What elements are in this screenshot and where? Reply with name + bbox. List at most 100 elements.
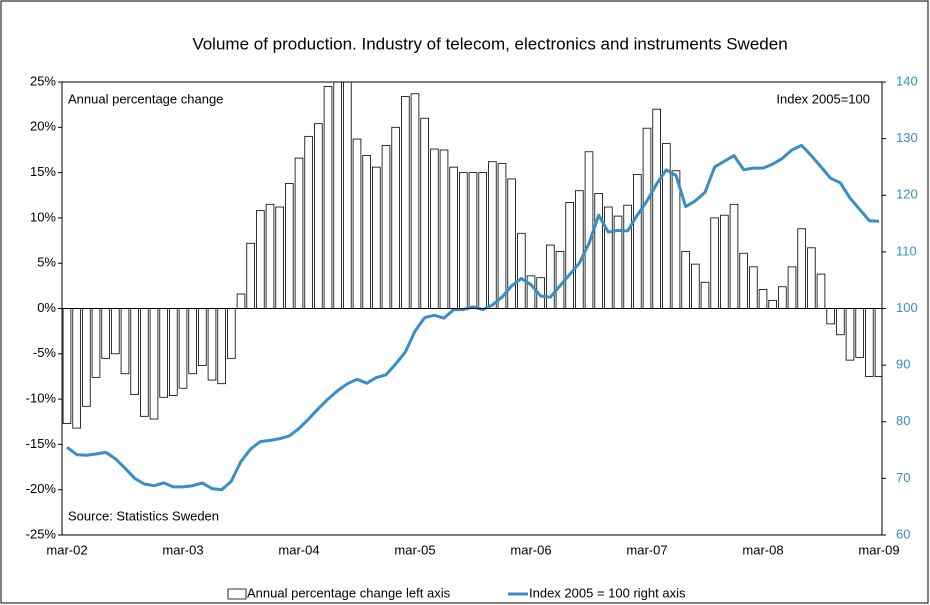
x-tick-label: mar-09 <box>858 542 899 557</box>
bar <box>836 308 845 336</box>
y2-tick-label: 90 <box>896 357 910 372</box>
y2-tick-label: 80 <box>896 413 910 428</box>
legend-label: Annual percentage change left axis <box>247 585 451 600</box>
bar <box>120 308 130 375</box>
bar <box>410 93 420 309</box>
y-tick-label: -25% <box>26 526 57 541</box>
bar <box>362 154 371 309</box>
bar <box>381 145 391 309</box>
legend-label: Index 2005 = 100 right axis <box>529 585 686 600</box>
bar <box>323 86 333 309</box>
bar <box>227 308 236 359</box>
bar <box>517 232 526 309</box>
bar <box>865 308 874 377</box>
bar <box>691 263 700 309</box>
bar <box>430 148 439 309</box>
bar <box>391 126 400 309</box>
bar <box>797 228 806 309</box>
bar <box>449 166 458 309</box>
bar <box>671 170 681 309</box>
y2-tick-label: 140 <box>896 73 918 88</box>
bar <box>468 172 478 309</box>
bar <box>343 82 352 309</box>
bar <box>652 108 661 309</box>
bar <box>294 157 304 309</box>
bar <box>333 82 342 309</box>
y-tick-label: -5% <box>33 345 57 360</box>
bar <box>497 163 507 309</box>
bar <box>140 308 149 417</box>
chart-title: Volume of production. Industry of teleco… <box>192 34 787 53</box>
x-tick-label: mar-02 <box>46 542 87 557</box>
bar <box>845 308 855 361</box>
bar <box>111 308 120 355</box>
y-tick-label: 20% <box>30 119 56 134</box>
bar <box>526 275 536 309</box>
bar <box>816 273 826 309</box>
bar <box>575 190 584 309</box>
y2-tick-label: 70 <box>896 470 910 485</box>
bar <box>420 117 429 309</box>
bar <box>749 266 758 309</box>
bar <box>758 289 768 309</box>
annotation: Index 2005=100 <box>776 91 870 106</box>
y2-tick-label: 100 <box>896 300 918 315</box>
bar <box>584 151 594 309</box>
bar <box>710 217 719 309</box>
y-tick-label: 25% <box>30 73 56 88</box>
y-tick-label: -15% <box>26 436 57 451</box>
bar <box>372 166 381 309</box>
bar <box>720 214 729 309</box>
bar <box>82 308 91 407</box>
bar <box>304 135 313 309</box>
bar <box>285 183 294 309</box>
bar <box>604 206 613 309</box>
bar <box>681 251 690 309</box>
bar <box>623 204 632 309</box>
bar <box>555 251 565 309</box>
bar <box>159 308 168 398</box>
y-tick-label: -10% <box>26 391 57 406</box>
bar <box>478 172 487 309</box>
annotation: Annual percentage change <box>68 91 223 106</box>
plot-area <box>62 82 882 492</box>
bar <box>488 161 497 309</box>
x-tick-label: mar-05 <box>394 542 435 557</box>
legend-swatch <box>227 588 247 600</box>
bar <box>207 308 217 381</box>
bar <box>198 308 207 366</box>
y2-tick-label: 110 <box>896 243 917 258</box>
bar <box>855 308 864 358</box>
bar <box>459 172 468 309</box>
bar <box>101 308 110 359</box>
y-tick-label: 0% <box>37 300 56 315</box>
y-tick-label: 15% <box>30 164 56 179</box>
bar <box>729 203 739 309</box>
bar <box>546 244 555 309</box>
bar <box>91 308 101 378</box>
bar <box>826 308 835 325</box>
bar <box>188 308 197 375</box>
annotation: Source: Statistics Sweden <box>68 508 219 523</box>
bar <box>787 266 797 309</box>
x-tick-label: mar-08 <box>742 542 783 557</box>
bar <box>439 149 449 309</box>
y2-tick-label: 130 <box>896 130 918 145</box>
x-tick-label: mar-04 <box>278 542 319 557</box>
bar <box>565 202 574 309</box>
bar <box>275 206 284 309</box>
bar <box>778 286 787 309</box>
x-tick-label: mar-06 <box>510 542 551 557</box>
bar <box>401 96 410 309</box>
x-tick-label: mar-03 <box>162 542 203 557</box>
y-tick-label: -20% <box>26 481 57 496</box>
bar <box>246 242 255 309</box>
bar <box>633 174 642 309</box>
bar <box>352 138 362 309</box>
bar <box>314 123 323 309</box>
bar <box>265 203 275 309</box>
x-tick-label: mar-07 <box>626 542 667 557</box>
bar <box>72 308 81 429</box>
